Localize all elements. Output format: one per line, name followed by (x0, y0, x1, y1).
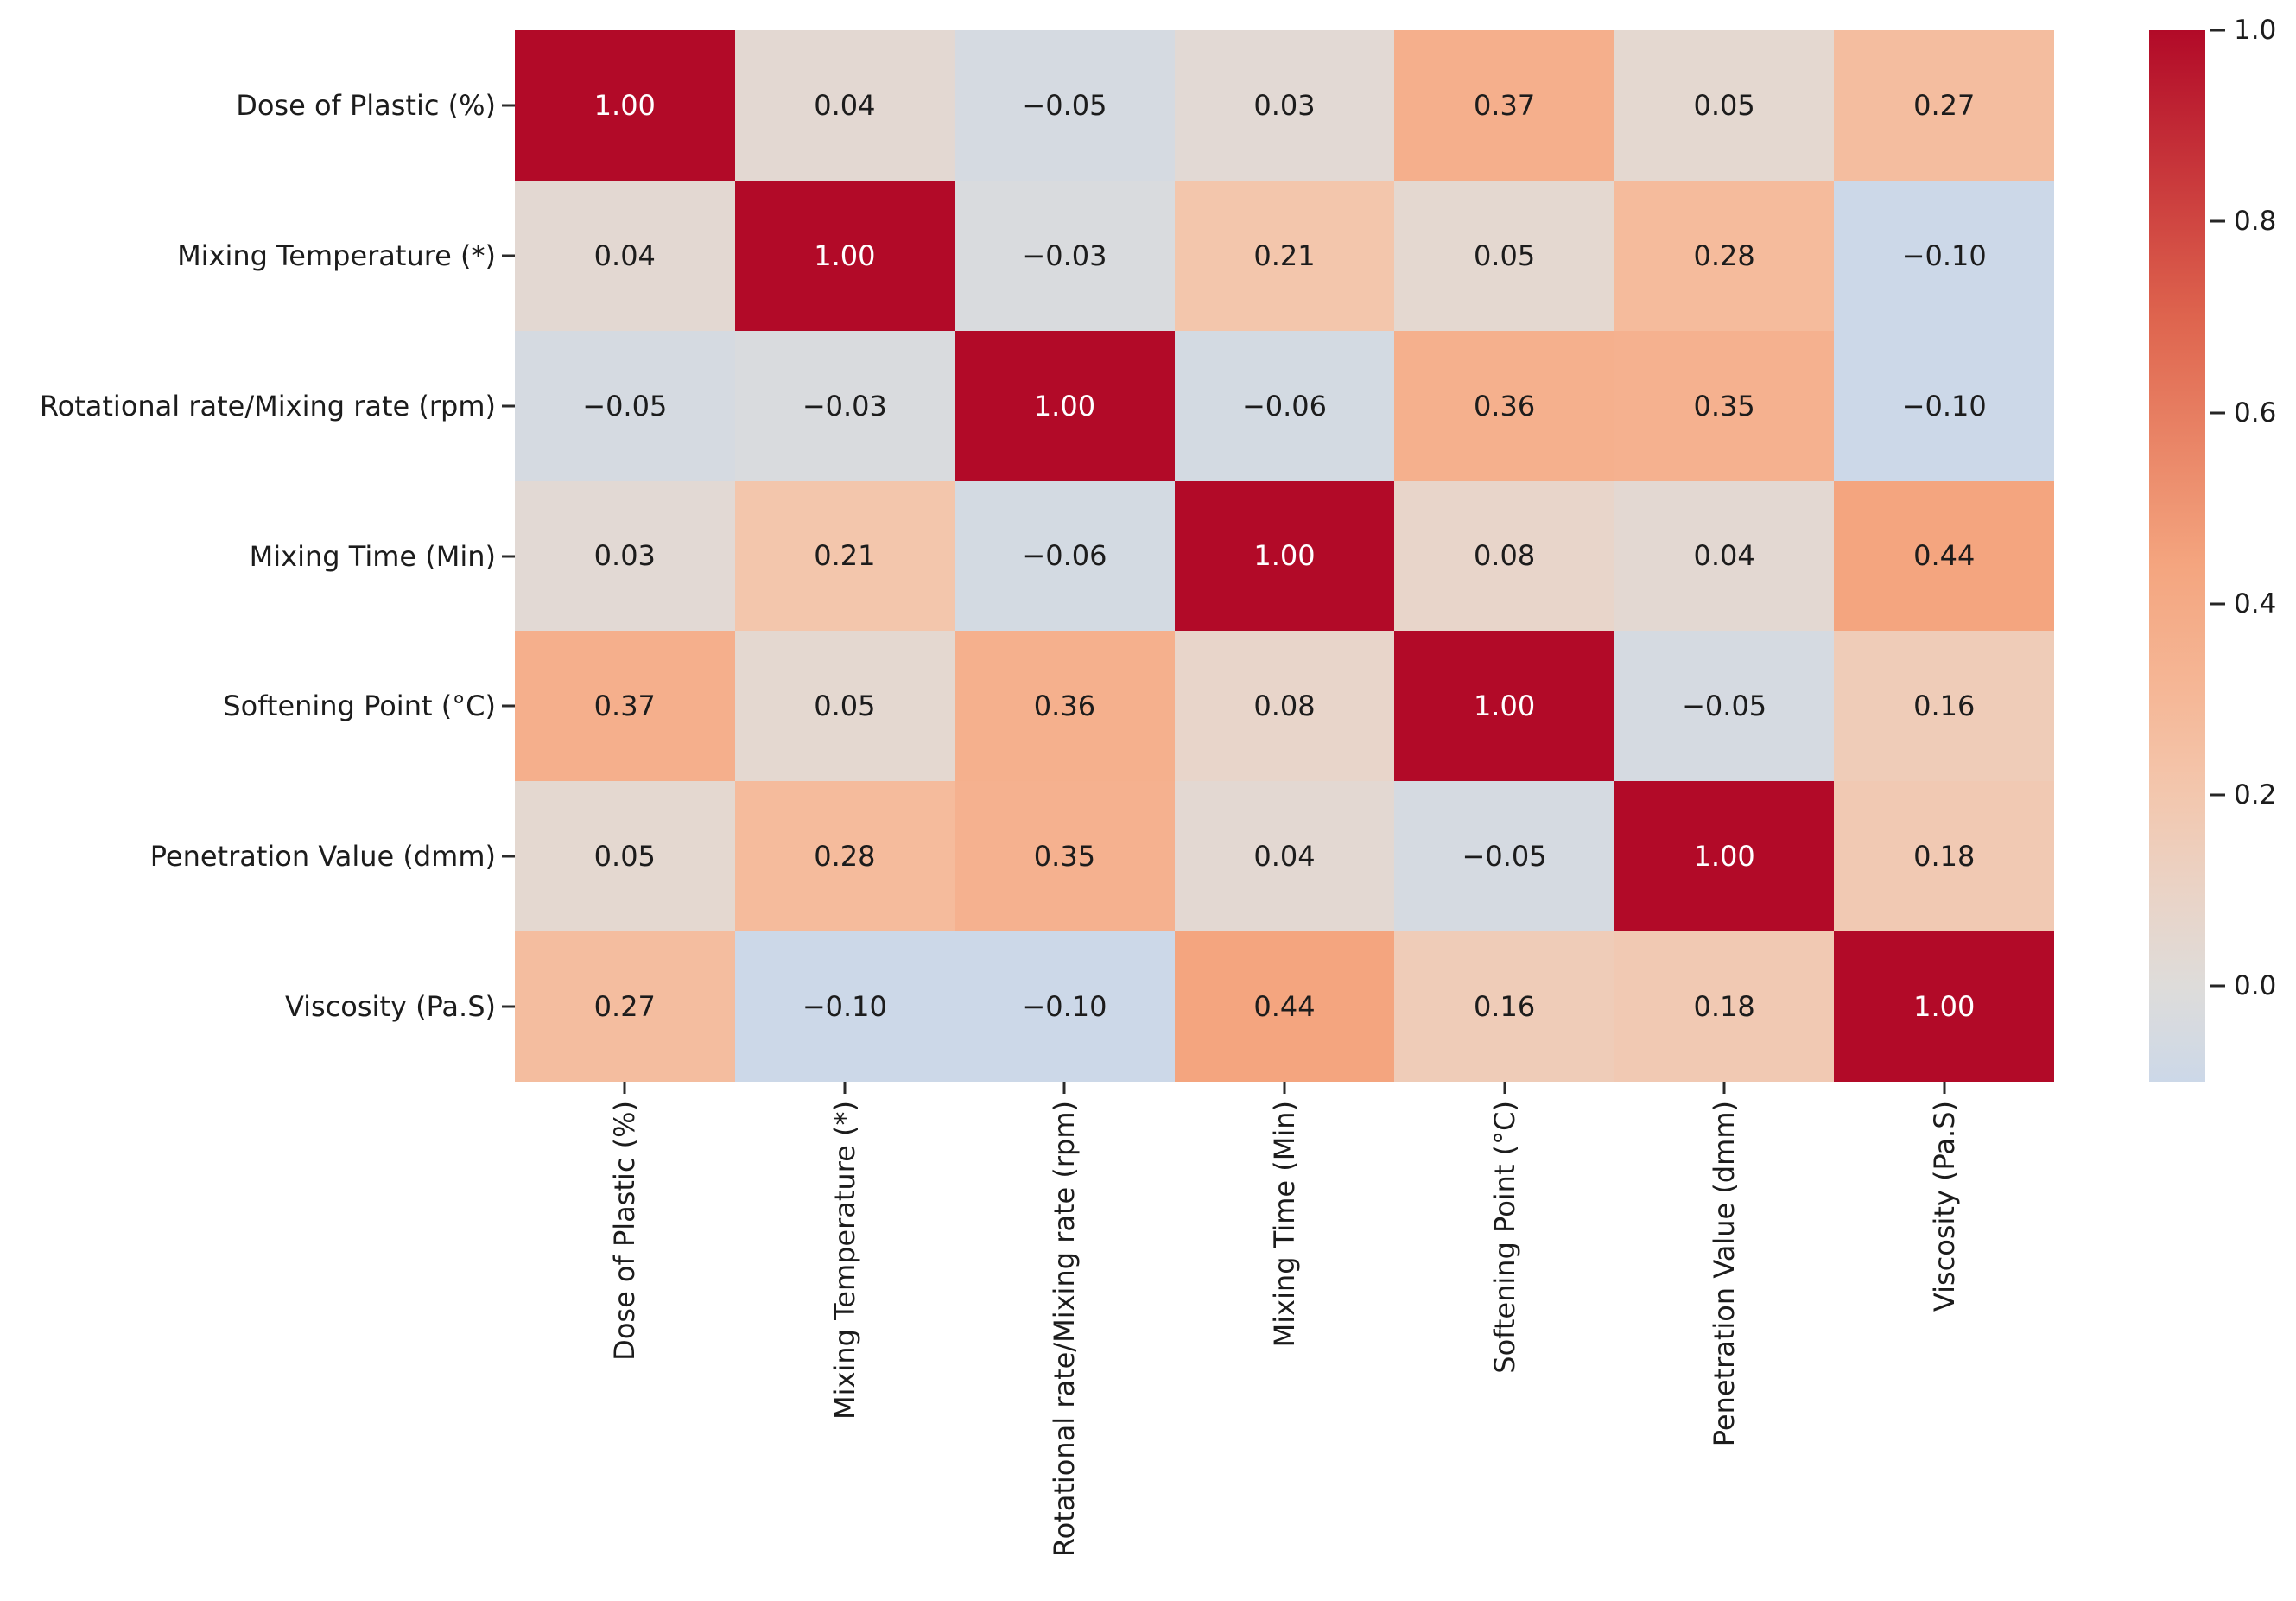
heatmap-cell: −0.06 (1174, 330, 1395, 481)
heatmap-cell: −0.03 (734, 330, 955, 481)
x-tick-label: Dose of Plastic (%) (608, 1101, 642, 1361)
x-tick-label: Viscosity (Pa.S) (1927, 1101, 1961, 1312)
colorbar-tick-label: 0.4 (2234, 588, 2277, 619)
heatmap-cell: −0.10 (734, 931, 955, 1082)
heatmap-cell: 1.00 (1834, 931, 2054, 1082)
heatmap-cell: 0.03 (515, 480, 735, 632)
x-tick-mark (843, 1082, 847, 1094)
colorbar-tick-mark (2210, 984, 2225, 988)
heatmap-cell: 0.04 (734, 30, 955, 181)
heatmap-plot-area: 1.00 0.04 −0.05 0.03 0.37 0.05 0.27 0.04 1.00 −0.… (515, 30, 2054, 1082)
heatmap-cell: −0.10 (1834, 180, 2054, 331)
heatmap-grid: 1.00 0.04 −0.05 0.03 0.37 0.05 0.27 0.04 1.00 −0.… (515, 30, 2054, 1082)
y-tick-mark (502, 704, 515, 708)
heatmap-cell: −0.05 (1394, 781, 1614, 932)
colorbar: 1.0 0.8 0.6 0.4 0.2 0.0 (2149, 15, 2276, 1082)
heatmap-cell: 0.36 (955, 631, 1175, 782)
heatmap-cell: 0.35 (955, 781, 1175, 932)
colorbar-tick-label: 0.8 (2234, 206, 2277, 238)
heatmap-cell: 0.16 (1394, 931, 1614, 1082)
colorbar-tick-label: 0.6 (2234, 397, 2277, 429)
x-tick-label: Mixing Time (Min) (1268, 1101, 1301, 1348)
heatmap-cell: 0.28 (1614, 180, 1835, 331)
x-tick-mark (1943, 1082, 1946, 1094)
y-tick-mark (502, 254, 515, 257)
heatmap-cell: 0.16 (1834, 631, 2054, 782)
heatmap-cell: 0.08 (1394, 480, 1614, 632)
x-tick-mark (1062, 1082, 1066, 1094)
heatmap-cell: 0.36 (1394, 330, 1614, 481)
heatmap-cell: −0.05 (955, 30, 1175, 181)
y-tick-label: Rotational rate/Mixing rate (rpm) (39, 389, 496, 422)
heatmap-cell: 0.37 (1394, 30, 1614, 181)
heatmap-cell: −0.10 (955, 931, 1175, 1082)
x-tick-mark (1722, 1082, 1726, 1094)
y-tick-label: Dose of Plastic (%) (236, 88, 496, 122)
y-tick-label: Viscosity (Pa.S) (284, 990, 496, 1024)
x-tick-mark (1283, 1082, 1286, 1094)
heatmap-cell: 0.08 (1174, 631, 1395, 782)
y-tick-mark (502, 855, 515, 858)
heatmap-cell: 0.27 (1834, 30, 2054, 181)
heatmap-cell: 0.05 (1394, 180, 1614, 331)
y-tick-label: Mixing Temperature (*) (177, 238, 496, 272)
colorbar-tick-mark (2210, 411, 2225, 415)
heatmap-cell: 1.00 (1614, 781, 1835, 932)
y-tick-label: Mixing Time (Min) (249, 539, 496, 573)
heatmap-cell: 0.03 (1174, 30, 1395, 181)
y-tick-label: Penetration Value (dmm) (149, 840, 496, 874)
heatmap-cell: 0.35 (1614, 330, 1835, 481)
heatmap-cell: 0.28 (734, 781, 955, 932)
heatmap-cell: 0.18 (1614, 931, 1835, 1082)
x-tick-label: Penetration Value (dmm) (1708, 1101, 1741, 1447)
heatmap-cell: 0.05 (734, 631, 955, 782)
heatmap-cell: 0.21 (734, 480, 955, 632)
heatmap-cell: 0.27 (515, 931, 735, 1082)
x-tick-label: Rotational rate/Mixing rate (rpm) (1048, 1101, 1081, 1558)
heatmap-cell: −0.05 (515, 330, 735, 481)
heatmap-cell: 0.44 (1174, 931, 1395, 1082)
heatmap-cell: 0.05 (515, 781, 735, 932)
colorbar-tick-label: 0.0 (2234, 970, 2277, 1002)
heatmap-cell: 1.00 (734, 180, 955, 331)
heatmap-cell: 0.44 (1834, 480, 2054, 632)
heatmap-cell: 0.04 (1614, 480, 1835, 632)
heatmap-cell: 1.00 (515, 30, 735, 181)
x-tick-mark (623, 1082, 626, 1094)
heatmap-cell: 1.00 (955, 330, 1175, 481)
x-tick-label: Softening Point (°C) (1487, 1101, 1521, 1374)
y-tick-mark (502, 404, 515, 408)
colorbar-tick-mark (2210, 219, 2225, 223)
heatmap-cell: 1.00 (1394, 631, 1614, 782)
heatmap-cell: −0.06 (955, 480, 1175, 632)
colorbar-gradient (2149, 30, 2205, 1082)
heatmap-cell: −0.10 (1834, 330, 2054, 481)
colorbar-tick-label: 1.0 (2234, 15, 2277, 46)
colorbar-tick-mark (2210, 793, 2225, 797)
y-tick-label: Softening Point (°C) (223, 689, 496, 723)
heatmap-cell: −0.03 (955, 180, 1175, 331)
heatmap-cell: 0.05 (1614, 30, 1835, 181)
heatmap-cell: 0.18 (1834, 781, 2054, 932)
heatmap-cell: 0.21 (1174, 180, 1395, 331)
colorbar-tick-mark (2210, 602, 2225, 606)
x-tick-mark (1503, 1082, 1506, 1094)
colorbar-tick-label: 0.2 (2234, 779, 2277, 811)
y-tick-mark (502, 104, 515, 107)
heatmap-cell: 0.04 (515, 180, 735, 331)
y-tick-mark (502, 1005, 515, 1008)
x-tick-label: Mixing Temperature (*) (828, 1101, 861, 1420)
heatmap-cell: 1.00 (1174, 480, 1395, 632)
y-tick-mark (502, 555, 515, 557)
heatmap-cell: 0.37 (515, 631, 735, 782)
colorbar-tick-mark (2210, 29, 2225, 32)
heatmap-cell: −0.05 (1614, 631, 1835, 782)
heatmap-cell: 0.04 (1174, 781, 1395, 932)
